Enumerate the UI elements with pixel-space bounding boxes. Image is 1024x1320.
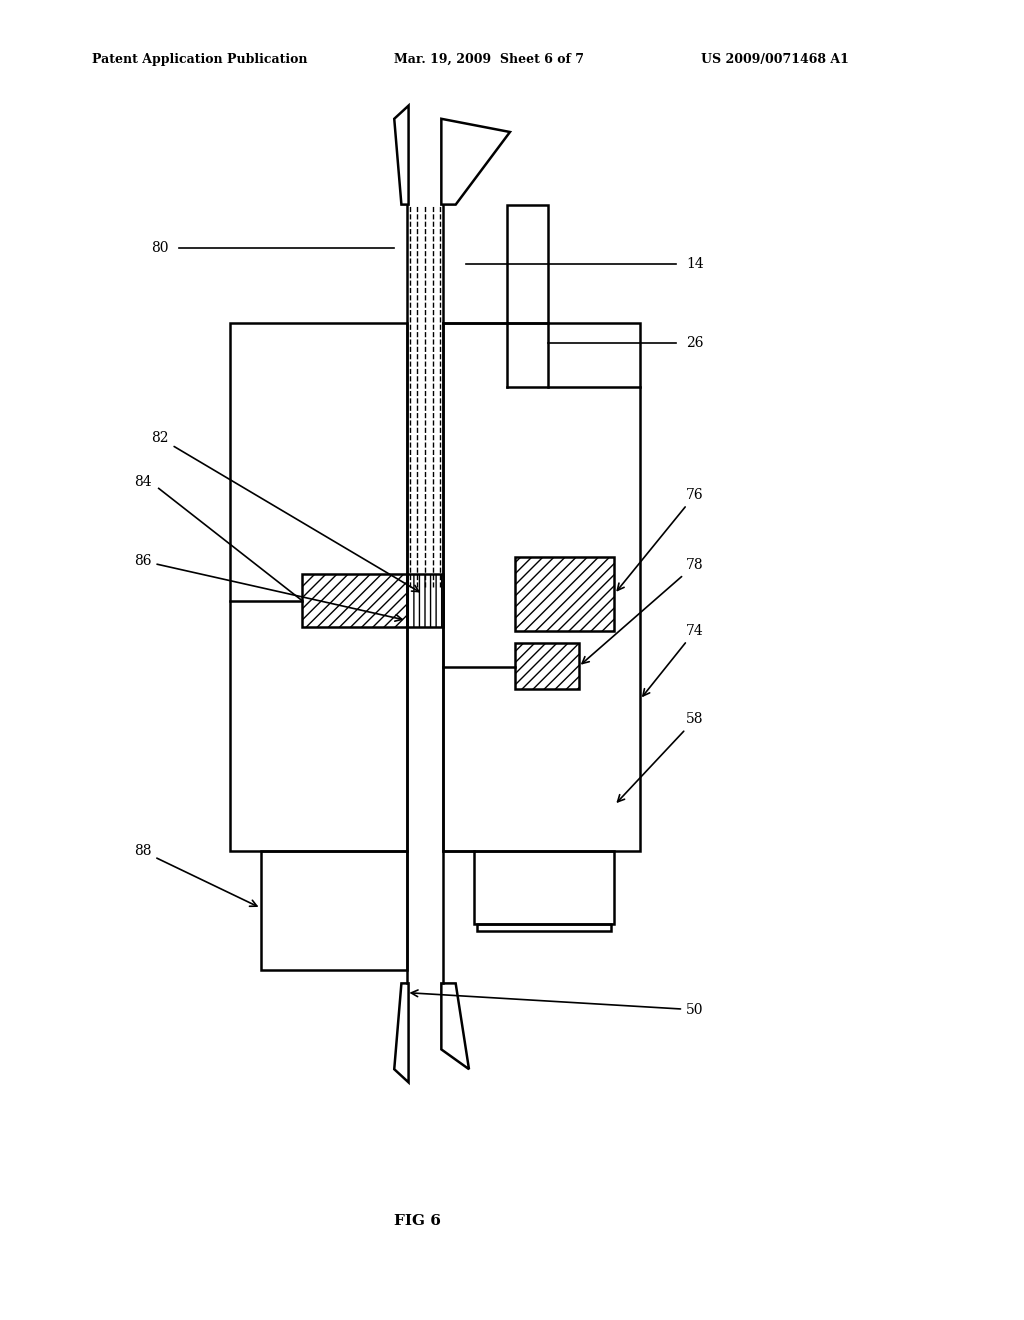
Text: 50: 50 <box>412 990 703 1016</box>
Text: 76: 76 <box>617 488 703 590</box>
Text: 86: 86 <box>134 554 402 622</box>
Text: 26: 26 <box>686 337 703 350</box>
Bar <box>474 851 614 924</box>
Text: 88: 88 <box>134 845 257 907</box>
Bar <box>515 557 614 631</box>
Text: FIG 6: FIG 6 <box>394 1214 441 1228</box>
Bar <box>507 205 548 323</box>
Text: Patent Application Publication: Patent Application Publication <box>92 53 307 66</box>
Text: Mar. 19, 2009  Sheet 6 of 7: Mar. 19, 2009 Sheet 6 of 7 <box>394 53 585 66</box>
Bar <box>261 851 407 970</box>
Text: 58: 58 <box>617 713 703 801</box>
Text: 84: 84 <box>134 475 152 488</box>
Bar <box>302 574 407 627</box>
Bar <box>515 643 579 689</box>
Bar <box>477 924 611 931</box>
Bar <box>230 323 407 851</box>
Bar <box>443 323 640 851</box>
Text: 14: 14 <box>686 257 703 271</box>
Text: US 2009/0071468 A1: US 2009/0071468 A1 <box>701 53 849 66</box>
Text: 78: 78 <box>582 558 703 664</box>
Text: 74: 74 <box>643 624 703 696</box>
Text: 82: 82 <box>152 432 419 591</box>
Bar <box>407 574 443 627</box>
Text: 80: 80 <box>152 242 169 255</box>
